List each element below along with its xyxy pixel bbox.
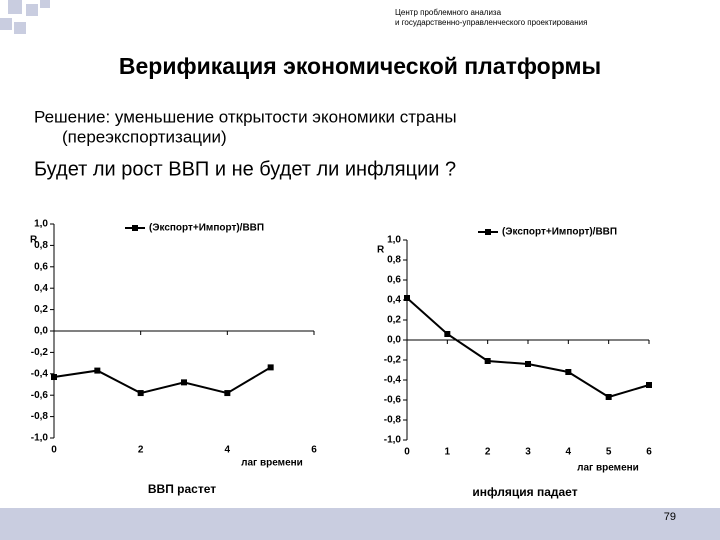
y-tick-label: 0,6 [387,275,401,286]
legend-label: (Экспорт+Импорт)/ВВП [149,223,264,234]
point [137,390,144,397]
y-tick-label: 0,0 [34,326,48,337]
x-tick-label: 0 [404,447,410,458]
x-axis-label: лаг времени [577,463,639,474]
y-tick-label: -0,8 [31,411,49,422]
series-line [53,366,272,395]
point [525,361,531,367]
y-tick-label: -0,2 [384,355,402,366]
y-tick-label: -0,2 [31,347,49,358]
point [565,369,572,375]
point [267,364,274,371]
y-tick-label: 0,0 [387,335,401,346]
y-tick-label: 1,0 [34,219,48,230]
x-tick-label: 6 [646,447,652,458]
x-tick-label: 4 [225,445,231,456]
point [181,379,187,386]
y-tick-label: -0,4 [31,368,49,379]
y-tick-label: -0,6 [31,390,49,401]
x-tick-label: 0 [51,445,57,456]
point [94,367,101,374]
x-tick-label: 4 [566,447,572,458]
point [605,394,612,400]
point [646,382,652,388]
y-tick-label: -0,8 [384,415,402,426]
org-line: и государственно-управленческого проекти… [395,18,587,27]
y-tick-label: 0,2 [387,315,401,326]
x-tick-label: 3 [525,447,531,458]
x-tick-label: 1 [445,447,451,458]
y-tick-label: 0,2 [34,304,48,315]
y-tick-label: -0,6 [384,395,402,406]
decor-square [26,4,38,16]
y-tick-label: -1,0 [31,433,49,444]
legend-marker [485,229,491,235]
decor-square [40,0,50,8]
slide-title: Верификация экономической платформы [119,53,601,79]
legend-label: (Экспорт+Импорт)/ВВП [502,227,617,238]
y-tick-label: 0,8 [34,240,48,251]
x-tick-label: 5 [606,447,612,458]
org-line: Центр проблемного анализа [395,8,502,17]
x-tick-label: 2 [138,445,144,456]
y-tick-label: 0,8 [387,255,401,266]
y-tick-label: 0,4 [387,295,401,306]
x-tick-label: 2 [485,447,491,458]
y-axis-label: R [30,235,38,246]
decor-square [0,18,12,30]
point [51,374,57,381]
solution-line: Решение: уменьшение открытости экономики… [34,107,457,126]
y-tick-label: 0,4 [34,283,48,294]
point [484,358,491,364]
chart-caption: ВВП растет [148,482,216,496]
x-axis-label: лаг времени [241,458,303,469]
y-tick-label: -1,0 [384,435,402,446]
y-tick-label: 1,0 [387,235,401,246]
page-number: 79 [664,511,676,523]
footer-bar [0,508,720,540]
y-tick-label: -0,4 [384,375,402,386]
point [444,331,451,337]
point [404,295,410,301]
point [224,390,231,397]
x-tick-label: 6 [311,445,317,456]
decor-square [14,22,26,34]
decor-square [8,0,22,14]
y-axis-label: R [377,245,385,256]
legend-marker [132,225,138,231]
question: Будет ли рост ВВП и не будет ли инфляции… [34,158,456,180]
series-line [406,297,650,399]
solution-line: (переэкспортизации) [62,127,227,146]
y-tick-label: 0,6 [34,261,48,272]
chart-caption: инфляция падает [472,485,577,499]
